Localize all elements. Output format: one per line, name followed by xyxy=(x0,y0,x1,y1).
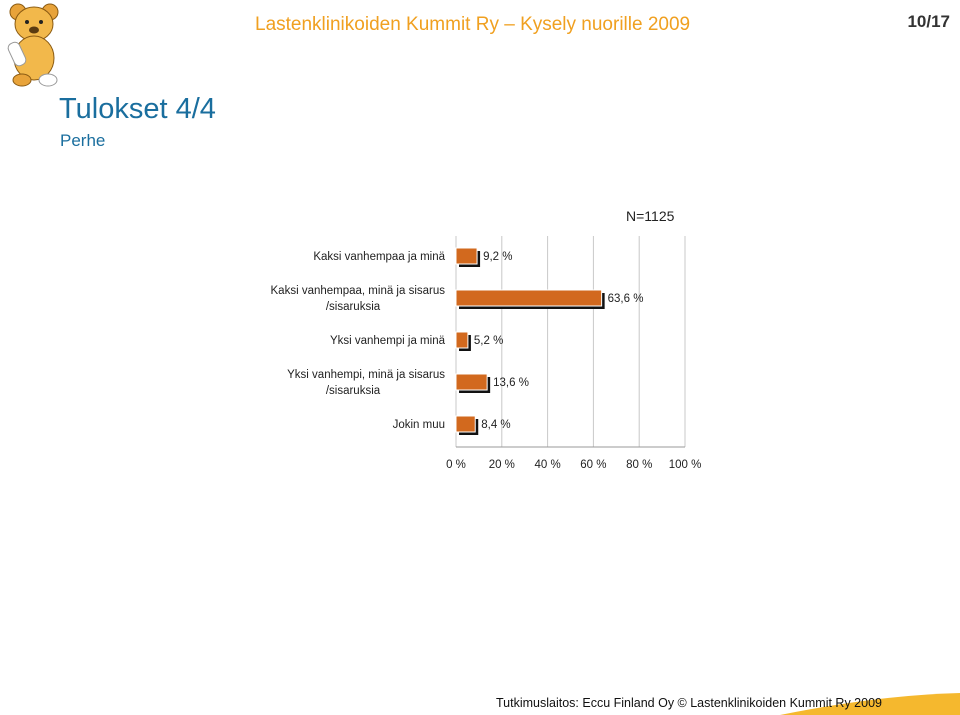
footer-accent xyxy=(780,693,960,715)
x-tick-label: 100 % xyxy=(669,459,702,471)
category-label: Kaksi vanhempaa, minä ja sisarus xyxy=(271,285,446,297)
bar xyxy=(455,289,603,307)
bar xyxy=(455,373,488,391)
category-label-line2: /sisaruksia xyxy=(326,301,381,313)
bar-chart: 0 % 20 % 40 % 60 % 80 % 100 % 9,2 % Kaksi vanhe… xyxy=(271,236,702,471)
category-label: Jokin muu xyxy=(393,419,445,431)
data-label: 9,2 % xyxy=(483,251,512,263)
category-label: Yksi vanhempi, minä ja sisarus xyxy=(287,369,445,381)
page-number: 10/17 xyxy=(907,12,950,31)
page-subtitle: Perhe xyxy=(60,131,106,150)
x-tick-label: 60 % xyxy=(580,459,606,471)
bar xyxy=(455,331,469,349)
category-label-line2: /sisaruksia xyxy=(326,385,381,397)
x-tick-label: 20 % xyxy=(489,459,515,471)
x-tick-label: 40 % xyxy=(534,459,560,471)
data-label: 8,4 % xyxy=(481,419,510,431)
x-tick-label: 0 % xyxy=(446,459,466,471)
bar xyxy=(455,247,478,265)
data-label: 63,6 % xyxy=(608,293,644,305)
data-label: 13,6 % xyxy=(493,377,529,389)
page-title: Tulokset 4/4 xyxy=(59,93,216,125)
footer-credit: Tutkimuslaitos: Eccu Finland Oy © Lasten… xyxy=(496,696,882,710)
data-label: 5,2 % xyxy=(474,335,503,347)
bar xyxy=(455,415,476,433)
category-label: Yksi vanhempi ja minä xyxy=(330,335,446,347)
category-label: Kaksi vanhempaa ja minä xyxy=(313,251,445,263)
x-tick-label: 80 % xyxy=(626,459,652,471)
sample-size-annotation: N=1125 xyxy=(626,208,675,224)
header-title: Lastenklinikoiden Kummit Ry – Kysely nuo… xyxy=(255,14,691,35)
teddy-bear-icon xyxy=(7,3,59,87)
